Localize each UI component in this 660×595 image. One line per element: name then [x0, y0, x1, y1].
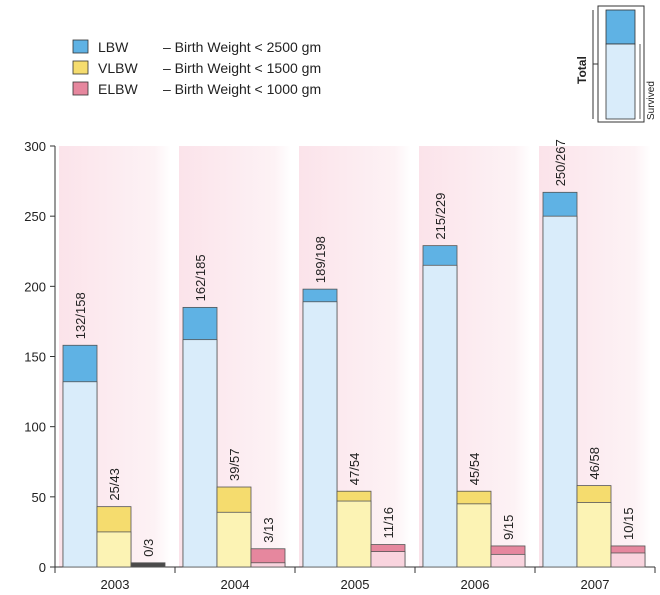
bar-survived-lbw-2003	[62, 381, 98, 568]
legend-description-elbw: – Birth Weight < 1000 gm	[163, 81, 321, 97]
data-label-elbw-2005: 11/16	[381, 507, 396, 539]
y-tick-label: 0	[39, 560, 46, 575]
bar-survived-lbw-2007	[542, 215, 578, 568]
data-label-vlbw-2004: 39/57	[227, 448, 242, 481]
bar-survived-elbw-2005	[370, 551, 406, 568]
y-tick-label: 100	[24, 420, 46, 435]
key-survived-swatch	[605, 43, 636, 120]
bar-survived-lbw-2005	[302, 301, 338, 568]
legend-label-elbw: ELBW	[98, 81, 138, 97]
data-label-lbw-2005: 189/198	[313, 236, 328, 283]
legend-label-lbw: LBW	[98, 39, 129, 55]
x-tick-label-2005: 2005	[341, 577, 370, 592]
legend-label-vlbw: VLBW	[98, 60, 138, 76]
y-tick-label: 250	[24, 209, 46, 224]
bar-total-elbw-2003	[130, 562, 166, 568]
y-tick-label: 200	[24, 279, 46, 294]
data-label-elbw-2004: 3/13	[261, 517, 276, 542]
legend-swatch-vlbw	[72, 60, 89, 75]
y-tick-label: 50	[32, 490, 46, 505]
y-tick-label: 150	[24, 350, 46, 365]
data-label-lbw-2004: 162/185	[193, 254, 208, 301]
x-tick-label-2007: 2007	[581, 577, 610, 592]
bar-survived-lbw-2006	[422, 264, 458, 568]
key-graphic: Total Survived	[575, 5, 657, 123]
bar-survived-vlbw-2006	[456, 503, 492, 568]
data-label-lbw-2003: 132/158	[73, 292, 88, 339]
data-label-elbw-2006: 9/15	[501, 515, 516, 540]
data-label-elbw-2003: 0/3	[141, 539, 156, 557]
data-label-vlbw-2006: 45/54	[467, 453, 482, 486]
data-label-lbw-2007: 250/267	[553, 139, 568, 186]
bar-survived-vlbw-2007	[576, 502, 612, 568]
data-label-vlbw-2005: 47/54	[347, 453, 362, 486]
legend-description-vlbw: – Birth Weight < 1500 gm	[163, 60, 321, 76]
legend-swatch-lbw	[72, 39, 89, 54]
key-survived-label: Survived	[646, 81, 657, 120]
bar-survived-vlbw-2005	[336, 500, 372, 568]
bar-survived-vlbw-2003	[96, 531, 132, 568]
data-label-vlbw-2003: 25/43	[107, 468, 122, 501]
data-label-elbw-2007: 10/15	[621, 507, 636, 540]
bar-survived-vlbw-2004	[216, 511, 252, 568]
legend: LBW – Birth Weight < 2500 gm VLBW – Birth W…	[72, 39, 321, 97]
key-total-label: Total	[575, 56, 589, 84]
x-tick-label-2006: 2006	[461, 577, 490, 592]
bar-survived-elbw-2004	[250, 562, 286, 568]
legend-swatch-elbw	[72, 81, 89, 96]
bar-survived-elbw-2006	[490, 553, 526, 568]
x-tick-label-2004: 2004	[221, 577, 250, 592]
y-tick-label: 300	[24, 139, 46, 154]
legend-description-lbw: – Birth Weight < 2500 gm	[163, 39, 321, 55]
data-label-vlbw-2007: 46/58	[587, 447, 602, 480]
bar-survived-elbw-2007	[610, 552, 646, 568]
bar-survived-lbw-2004	[182, 339, 218, 568]
key-total-swatch	[605, 9, 636, 45]
data-label-lbw-2006: 215/229	[433, 193, 448, 240]
x-tick-label-2003: 2003	[101, 577, 130, 592]
